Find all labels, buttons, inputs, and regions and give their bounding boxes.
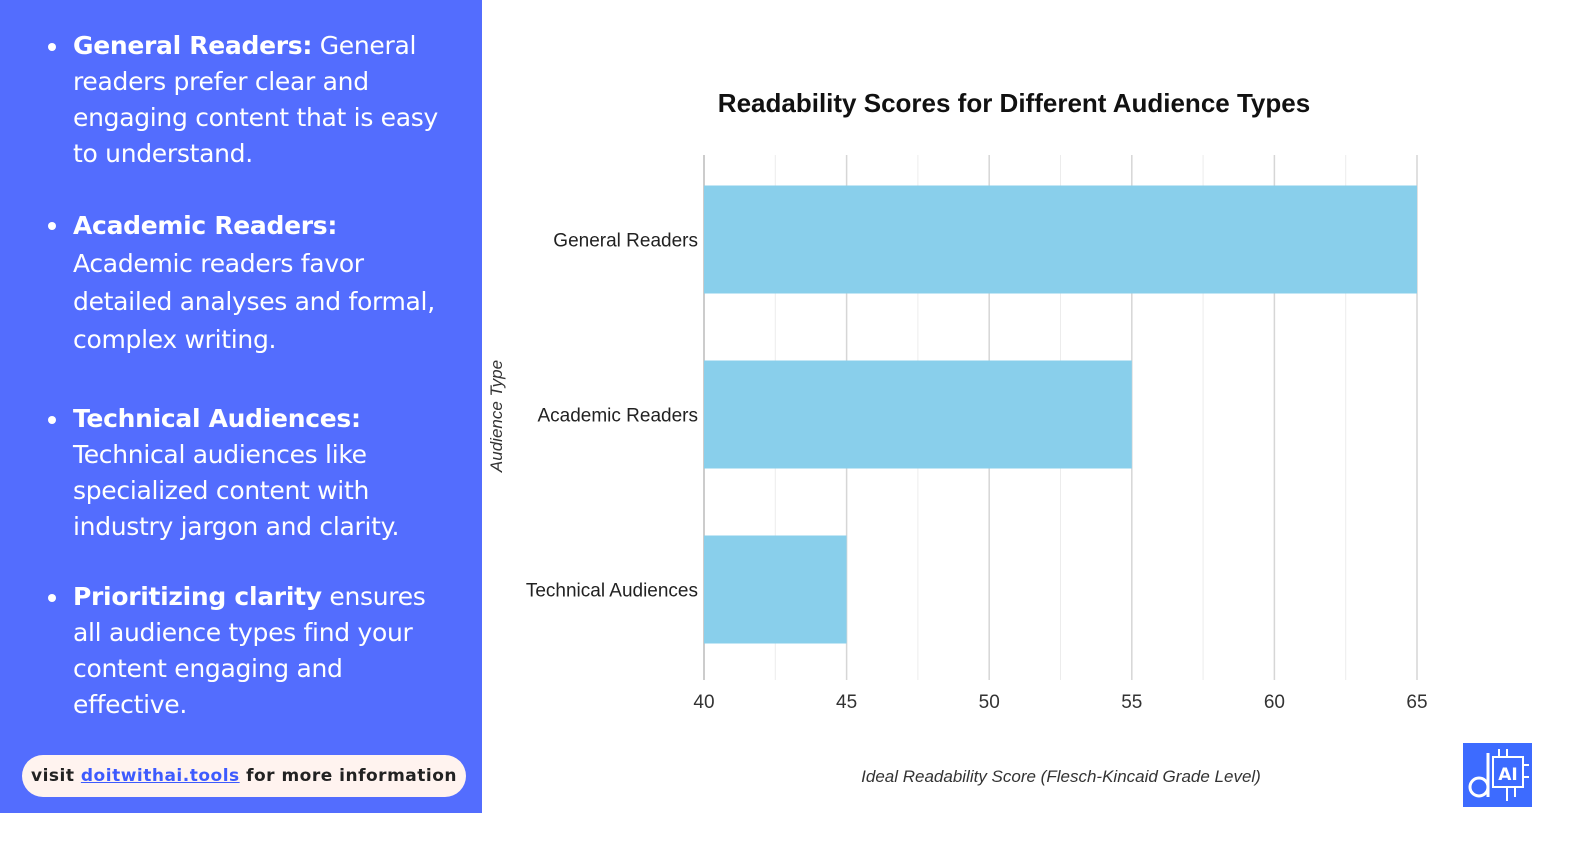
category-label: Academic Readers [537, 406, 698, 427]
bullet-technical-audiences: Technical Audiences: Technical audiences… [48, 401, 448, 545]
chart-title: Readability Scores for Different Audienc… [718, 88, 1310, 118]
bullet-description: General readers prefer clear and engagin… [73, 31, 439, 168]
x-tick-labels: 40 45 50 55 60 65 [693, 692, 1427, 713]
bullet-dot-icon [48, 416, 56, 424]
bullet-term: General Readers: [73, 31, 313, 60]
bullet-dot-icon [48, 222, 56, 230]
x-tick-label: 45 [836, 692, 857, 713]
bullet-academic-readers: Academic Readers: Academic readers favor… [48, 207, 448, 359]
bullet-dot-icon [48, 43, 56, 51]
x-tick-label: 60 [1264, 692, 1285, 713]
x-tick-label: 40 [693, 692, 714, 713]
logo-text: AI [1498, 765, 1517, 785]
readability-bar-chart: Readability Scores for Different Audienc… [487, 88, 1428, 786]
bullet-description: Academic readers favor detailed analyses… [73, 249, 435, 354]
bullet-general-readers: General Readers: General readers prefer … [48, 28, 448, 172]
doitwithai-logo-icon: AI [1463, 743, 1532, 807]
bar-technical-audiences [704, 535, 847, 644]
x-tick-label: 65 [1406, 692, 1427, 713]
y-axis-label: Audience Type [487, 360, 506, 473]
logo-graphic: AI [1468, 749, 1529, 801]
bullet-term: Academic Readers: [73, 211, 338, 240]
bullet-term: Technical Audiences: [73, 404, 361, 433]
category-label: General Readers [553, 231, 698, 252]
bullet-dot-icon [48, 594, 56, 602]
x-axis-label: Ideal Readability Score (Flesch-Kincaid … [861, 767, 1261, 786]
bullet-text: Prioritizing clarity ensures all audienc… [73, 579, 448, 723]
category-labels: General Readers Academic Readers Technical… [526, 231, 698, 602]
footer-prefix: visit [30, 766, 81, 786]
info-sidebar: General Readers: General readers prefer … [0, 0, 482, 813]
bullet-description: ensures all audience types find your con… [73, 582, 426, 719]
bullet-description: Technical audiences like specialized con… [73, 440, 400, 541]
bullet-text: Academic Readers: Academic readers favor… [73, 207, 448, 359]
bullet-text: Technical Audiences: Technical audiences… [73, 401, 448, 545]
site-link[interactable]: doitwithai.tools [80, 766, 240, 786]
category-label: Technical Audiences [526, 581, 698, 602]
bullet-text: General Readers: General readers prefer … [73, 28, 448, 172]
bar-academic-readers [704, 360, 1132, 469]
x-tick-label: 50 [979, 692, 1000, 713]
bullet-term: Prioritizing clarity [73, 582, 322, 611]
bars [704, 185, 1417, 644]
bar-general-readers [704, 185, 1417, 294]
bullet-prioritizing-clarity: Prioritizing clarity ensures all audienc… [48, 579, 448, 723]
x-tick-label: 55 [1121, 692, 1142, 713]
footer-suffix: for more information [239, 766, 457, 786]
more-info-banner: visit doitwithai.tools for more informat… [22, 755, 466, 797]
